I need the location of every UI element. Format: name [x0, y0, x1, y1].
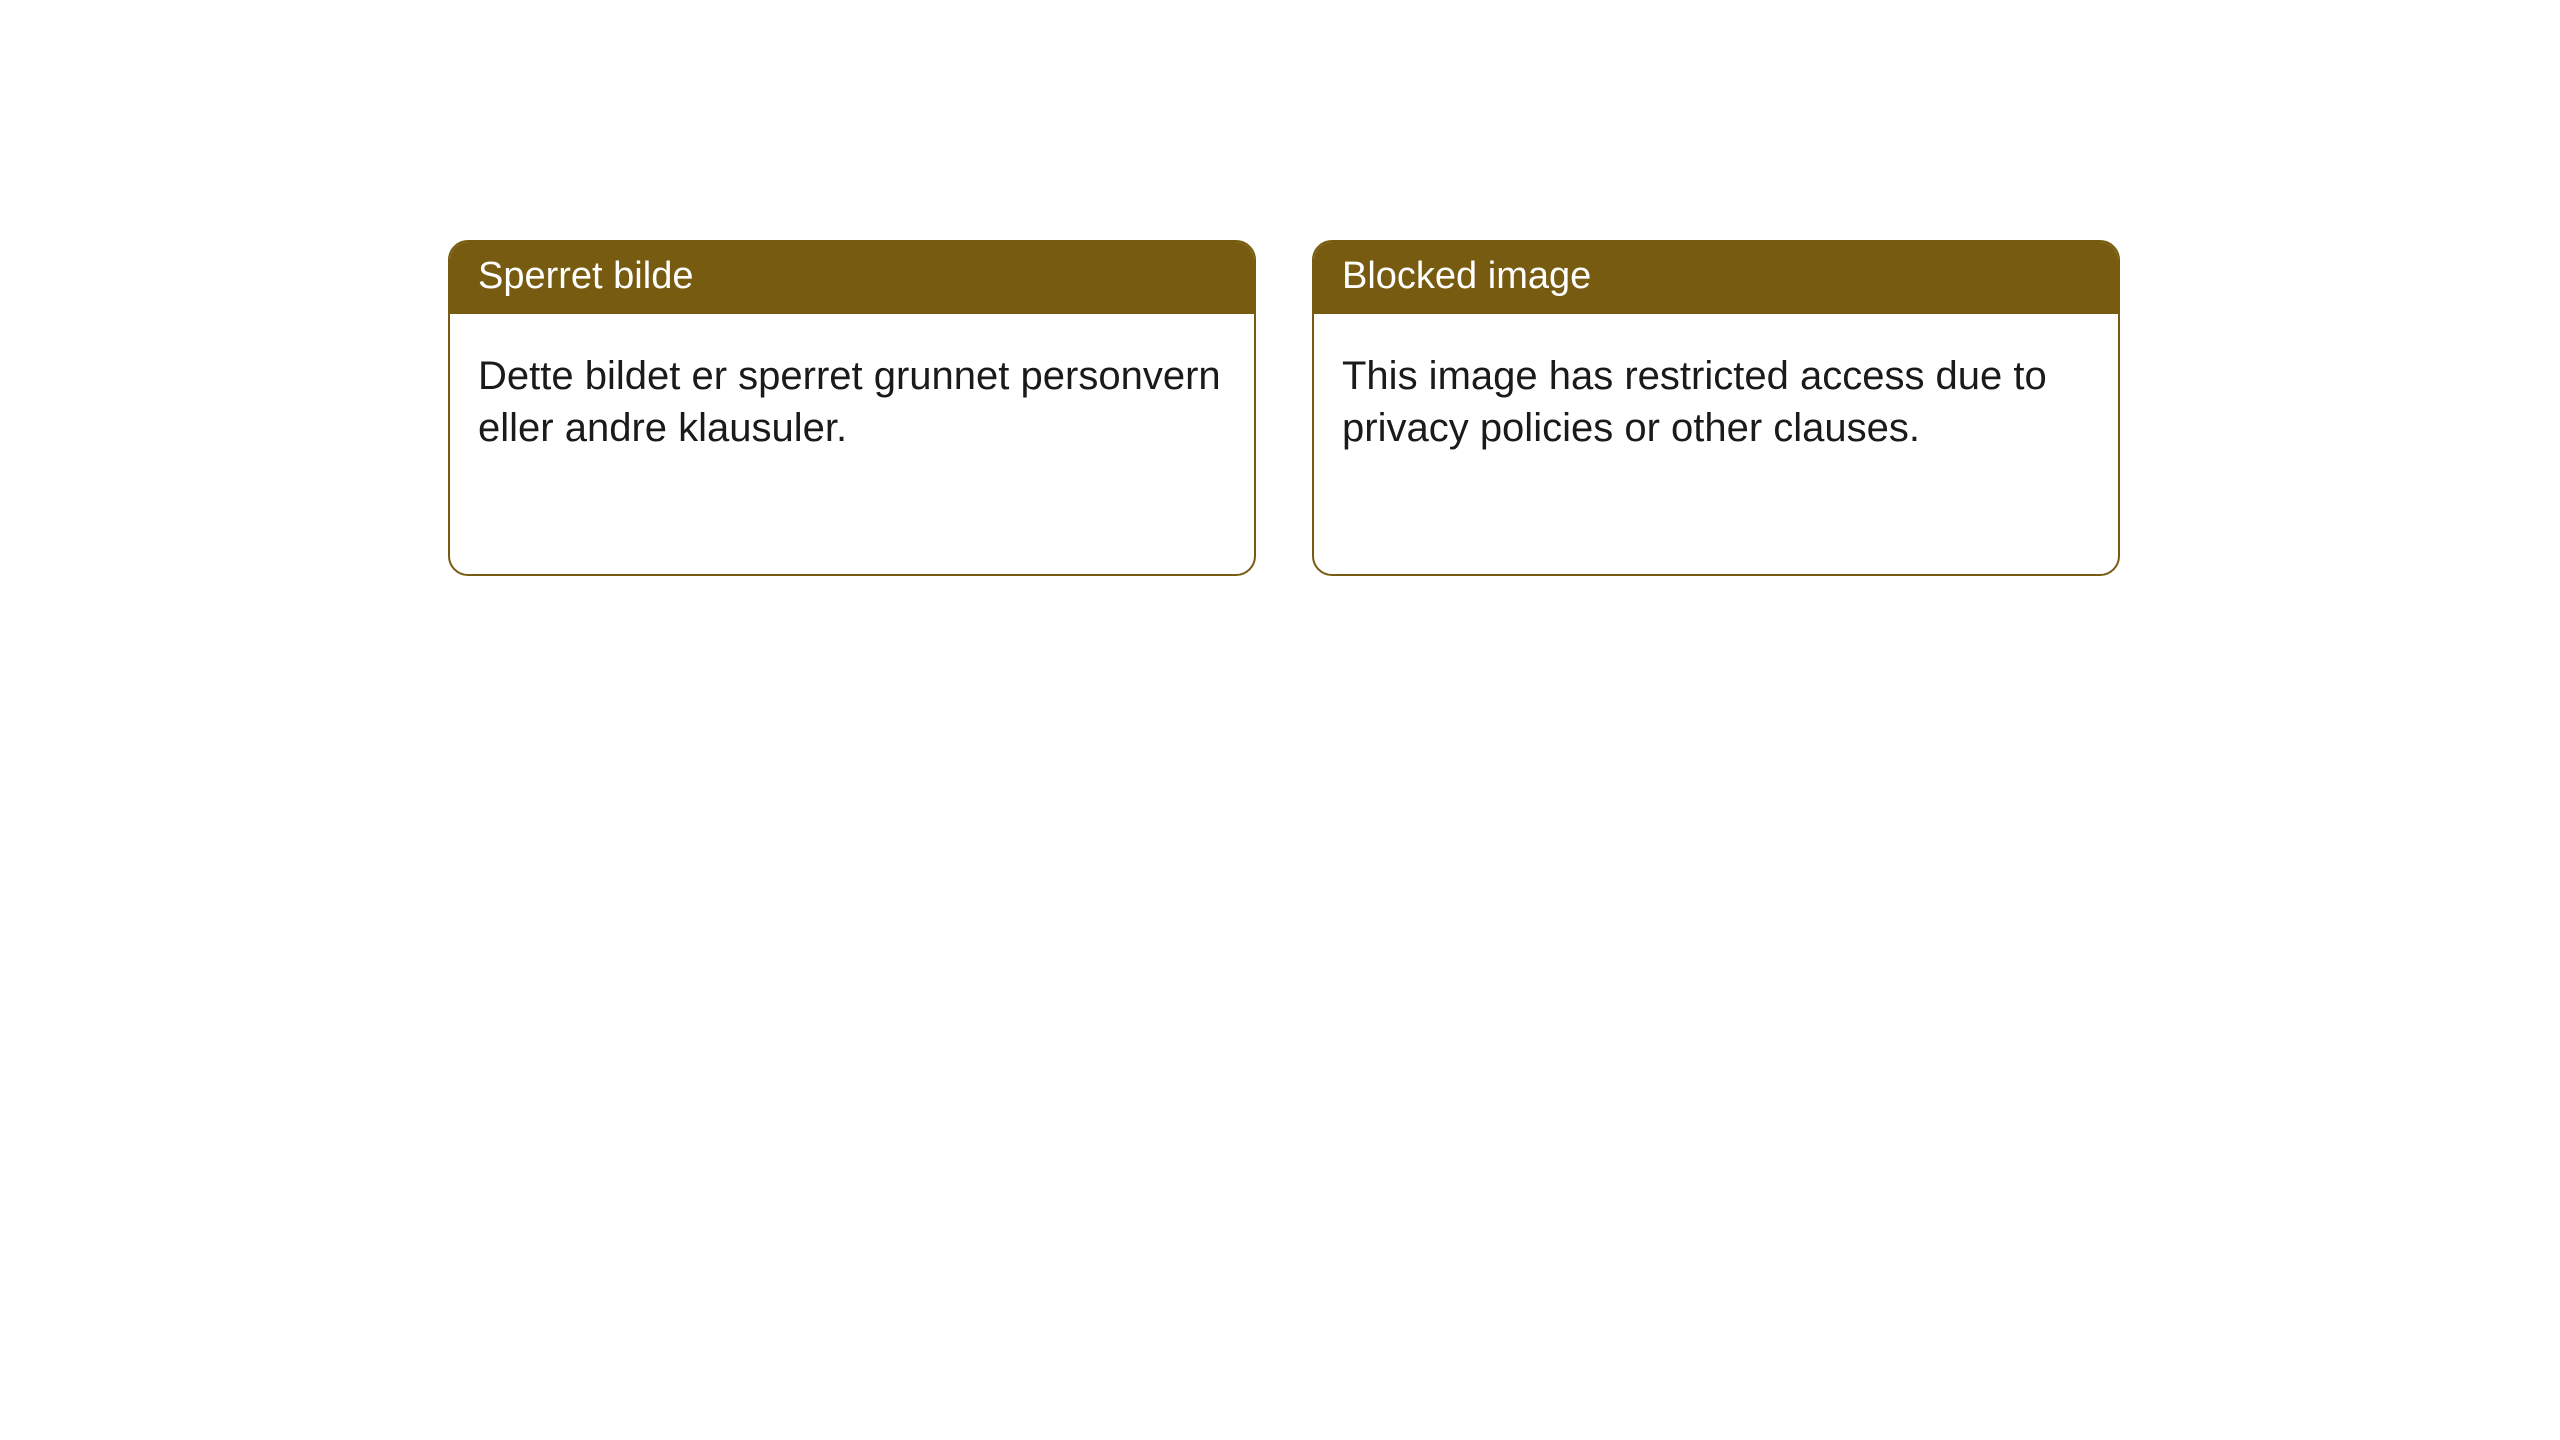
blocked-image-card-en: Blocked image This image has restricted … — [1312, 240, 2120, 576]
card-header-no: Sperret bilde — [450, 242, 1254, 314]
cards-container: Sperret bilde Dette bildet er sperret gr… — [0, 0, 2560, 576]
card-body-no: Dette bildet er sperret grunnet personve… — [450, 314, 1254, 492]
card-header-en: Blocked image — [1314, 242, 2118, 314]
card-body-en: This image has restricted access due to … — [1314, 314, 2118, 492]
blocked-image-card-no: Sperret bilde Dette bildet er sperret gr… — [448, 240, 1256, 576]
